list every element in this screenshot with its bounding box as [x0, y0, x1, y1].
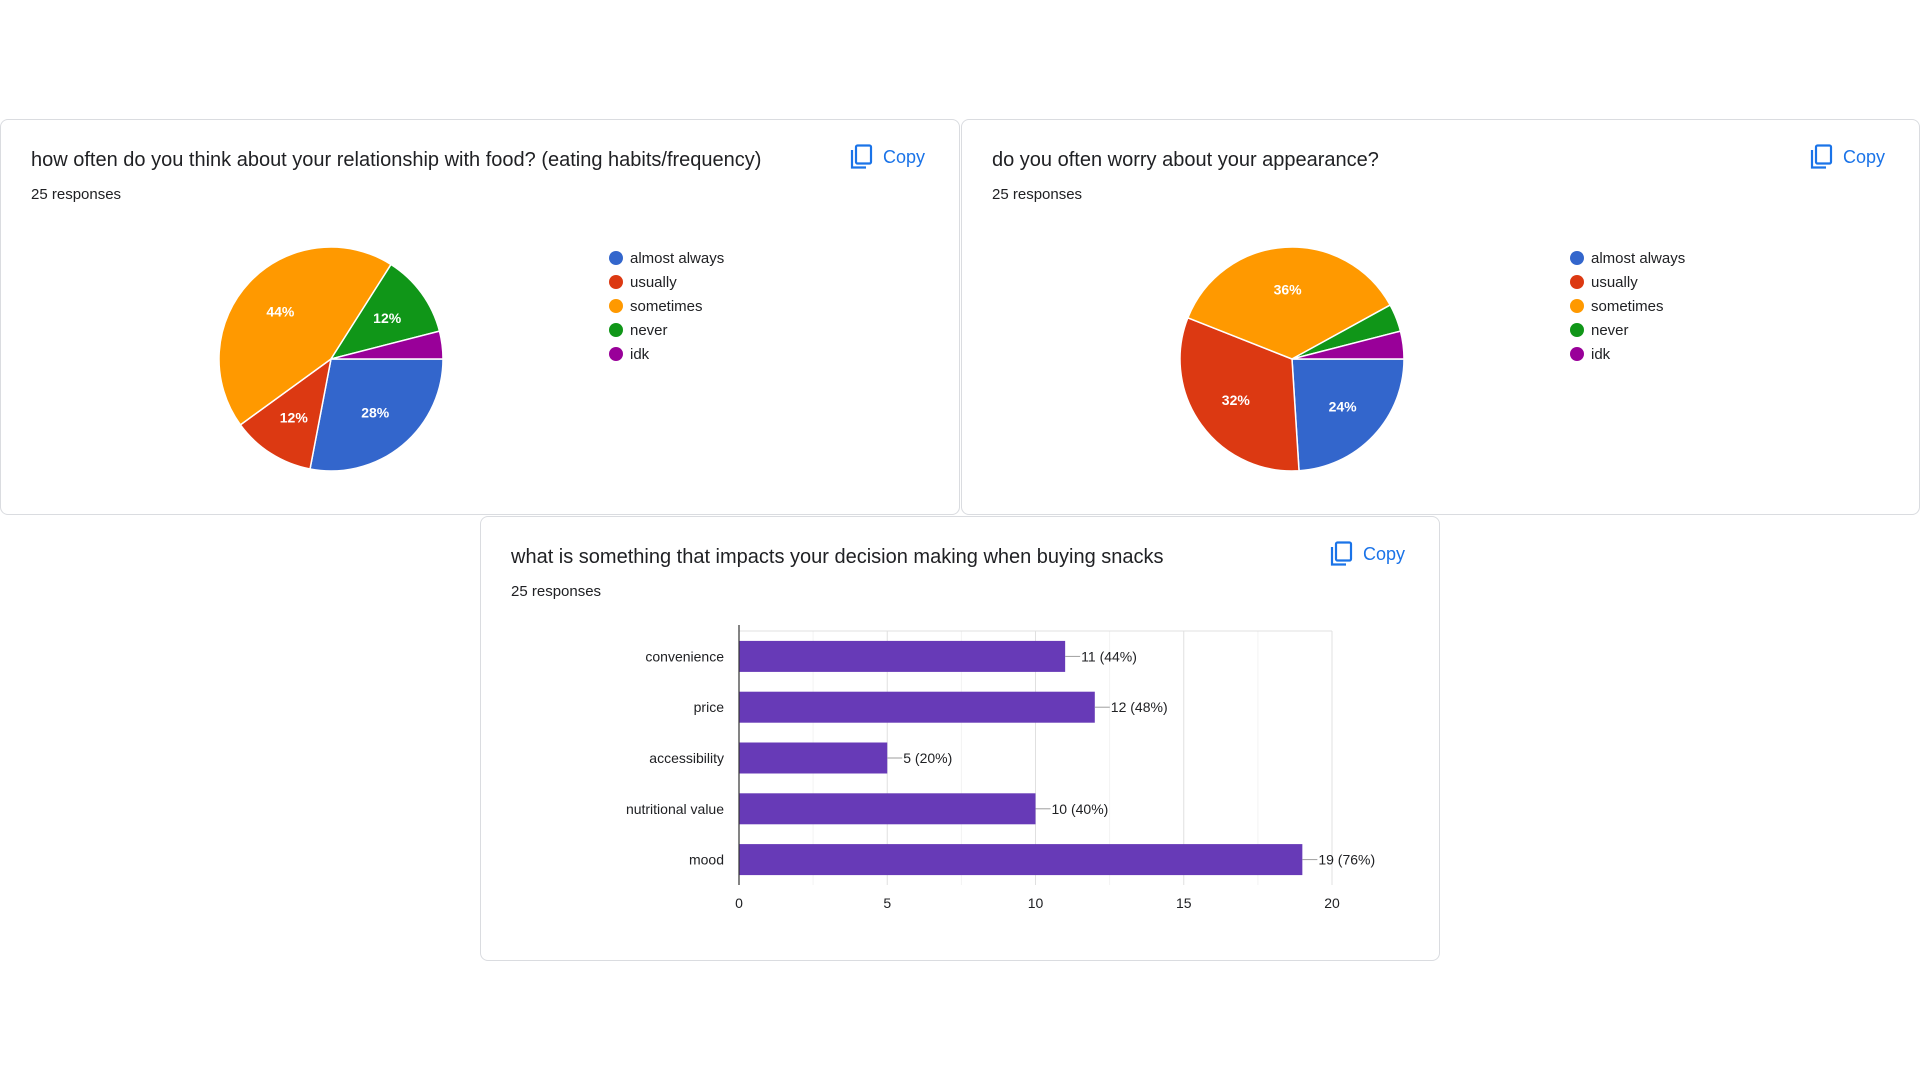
legend-swatch-sometimes	[609, 299, 623, 313]
legend-item[interactable]: never	[1570, 318, 1685, 342]
copy-button[interactable]: Copy	[1329, 541, 1405, 567]
legend-label: almost always	[630, 249, 725, 267]
pie-slice-usually[interactable]	[239, 357, 333, 470]
legend-label: idk	[630, 345, 650, 363]
question-card-food-relationship: how often do you think about your relati…	[0, 119, 960, 515]
legend-item[interactable]: almost always	[609, 246, 724, 270]
legend-swatch-almost-always	[609, 251, 623, 265]
x-tick-label: 10	[1028, 895, 1044, 911]
pie-slice-sometimes[interactable]	[218, 246, 393, 426]
slice-label: 12%	[373, 310, 402, 326]
copy-icon	[1329, 541, 1353, 567]
category-label: nutritional value	[626, 801, 724, 817]
slice-label: 44%	[266, 303, 295, 319]
pie-slice-sometimes[interactable]	[1186, 246, 1392, 360]
pie-slice-idk[interactable]	[1291, 330, 1405, 360]
legend-item[interactable]: almost always	[1570, 246, 1685, 270]
bar-value-label: 19 (76%)	[1318, 852, 1375, 868]
bar-accessibility[interactable]	[739, 742, 888, 774]
pie-slice-never[interactable]	[329, 263, 441, 361]
x-tick-label: 5	[883, 895, 891, 911]
pie-slice-usually[interactable]	[1179, 316, 1300, 472]
question-title: do you often worry about your appearance…	[992, 149, 1379, 171]
bar-mood[interactable]	[739, 844, 1303, 876]
pie-slice-almost-always[interactable]	[1291, 358, 1405, 472]
pie-slice-idk[interactable]	[330, 330, 444, 360]
legend-item[interactable]: idk	[1570, 342, 1685, 366]
copy-label: Copy	[1842, 146, 1885, 167]
question-card-appearance: do you often worry about your appearance…	[961, 119, 1920, 515]
chart-legend: almost always usually sometimes never id…	[1570, 246, 1685, 366]
slice-label: 24%	[1329, 399, 1358, 415]
slice-label: 32%	[1222, 392, 1251, 408]
bar-nutritional-value[interactable]	[739, 793, 1036, 825]
bar-value-label: 5 (20%)	[903, 750, 952, 766]
bar-value-label: 10 (40%)	[1052, 801, 1109, 817]
legend-label: never	[1591, 321, 1629, 339]
legend-item[interactable]: usually	[1570, 270, 1685, 294]
question-title: what is something that impacts your deci…	[511, 546, 1164, 568]
pie-chart: 28% 12% 44% 12%	[218, 246, 444, 472]
legend-label: never	[630, 321, 668, 339]
pie-slice-almost-always[interactable]	[309, 358, 444, 472]
pie-chart: 24% 32% 36%	[1179, 246, 1405, 472]
x-tick-label: 15	[1176, 895, 1192, 911]
bar-price[interactable]	[739, 691, 1095, 723]
legend-label: usually	[1591, 273, 1638, 291]
copy-button[interactable]: Copy	[849, 144, 925, 170]
copy-icon	[849, 144, 873, 170]
legend-swatch-usually	[609, 275, 623, 289]
legend-label: sometimes	[630, 297, 703, 315]
legend-label: sometimes	[1591, 297, 1664, 315]
chart-legend: almost always usually sometimes never id…	[609, 246, 724, 366]
legend-label: almost always	[1591, 249, 1686, 267]
bar-convenience[interactable]	[739, 640, 1066, 672]
legend-label: usually	[630, 273, 677, 291]
legend-swatch-usually	[1570, 275, 1584, 289]
legend-label: idk	[1591, 345, 1611, 363]
slice-label: 12%	[280, 410, 309, 426]
legend-item[interactable]: idk	[609, 342, 724, 366]
bar-value-label: 11 (44%)	[1081, 648, 1137, 664]
x-tick-label: 20	[1324, 895, 1340, 911]
copy-icon	[1809, 144, 1833, 170]
question-title: how often do you think about your relati…	[31, 149, 762, 171]
copy-button[interactable]: Copy	[1809, 144, 1885, 170]
copy-label: Copy	[1362, 543, 1405, 564]
legend-item[interactable]: sometimes	[609, 294, 724, 318]
category-label: convenience	[645, 648, 724, 664]
legend-swatch-almost-always	[1570, 251, 1584, 265]
x-tick-label: 0	[735, 895, 743, 911]
response-count: 25 responses	[511, 583, 602, 600]
legend-swatch-never	[1570, 323, 1584, 337]
question-card-snack-decisions: what is something that impacts your deci…	[480, 516, 1440, 961]
category-label: mood	[689, 852, 724, 868]
category-label: price	[694, 699, 725, 715]
response-count: 25 responses	[31, 186, 122, 203]
legend-swatch-sometimes	[1570, 299, 1584, 313]
slice-label: 28%	[361, 405, 390, 421]
category-label: accessibility	[649, 750, 724, 766]
legend-item[interactable]: usually	[609, 270, 724, 294]
legend-item[interactable]: never	[609, 318, 724, 342]
bar-value-label: 12 (48%)	[1111, 699, 1168, 715]
copy-label: Copy	[882, 146, 925, 167]
legend-swatch-idk	[1570, 347, 1584, 361]
legend-item[interactable]: sometimes	[1570, 294, 1685, 318]
slice-label: 36%	[1274, 282, 1303, 298]
legend-swatch-idk	[609, 347, 623, 361]
bar-chart: 0 5 10 15 20 convenience 11 (44%) price 12 (48%)…	[626, 625, 1375, 911]
response-count: 25 responses	[992, 186, 1083, 203]
legend-swatch-never	[609, 323, 623, 337]
